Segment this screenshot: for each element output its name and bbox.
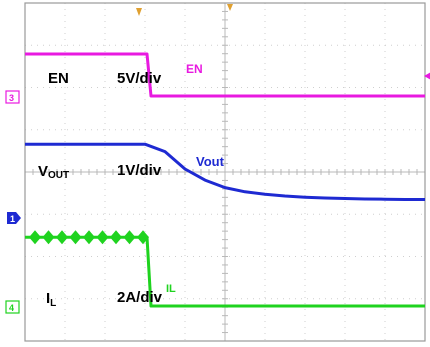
- il-scale-label: 2A/div: [117, 289, 163, 306]
- vout-label: VOUT: [38, 163, 69, 181]
- il-ripple-mark: [110, 230, 122, 244]
- en-channel-tag: EN: [186, 62, 203, 76]
- en-scale-label: 5V/div: [117, 70, 162, 87]
- il-ripple-mark: [97, 230, 109, 244]
- channel-markers: 3 1 4: [6, 91, 21, 313]
- il-ground-marker: 4: [6, 301, 19, 313]
- en-labels: EN 5V/div EN: [48, 62, 203, 87]
- trigger-time-marker: [136, 8, 142, 16]
- vout-ground-marker: 1: [7, 212, 21, 224]
- il-labels: IL 2A/div IL: [46, 283, 176, 309]
- vout-label-sub: OUT: [48, 170, 69, 181]
- il-ripple-mark: [29, 230, 41, 244]
- vout-channel-tag: Vout: [196, 154, 225, 169]
- il-channel-tag: IL: [166, 283, 176, 295]
- il-label-sub: L: [50, 298, 56, 309]
- il-label: IL: [46, 290, 56, 309]
- il-ripple-mark: [43, 230, 55, 244]
- il-ripple-mark: [70, 230, 82, 244]
- vout-scale-label: 1V/div: [117, 162, 162, 179]
- il-ripple-mark: [124, 230, 136, 244]
- marker-number: 1: [10, 214, 15, 224]
- marker-number: 3: [9, 93, 14, 103]
- en-label: EN: [48, 70, 69, 87]
- marker-number: 4: [9, 303, 14, 313]
- vout-label-main: V: [38, 163, 48, 180]
- trigger-position-marker: [227, 4, 233, 11]
- il-ripple-mark: [83, 230, 95, 244]
- en-ground-marker: 3: [6, 91, 19, 103]
- il-ripple-mark: [56, 230, 68, 244]
